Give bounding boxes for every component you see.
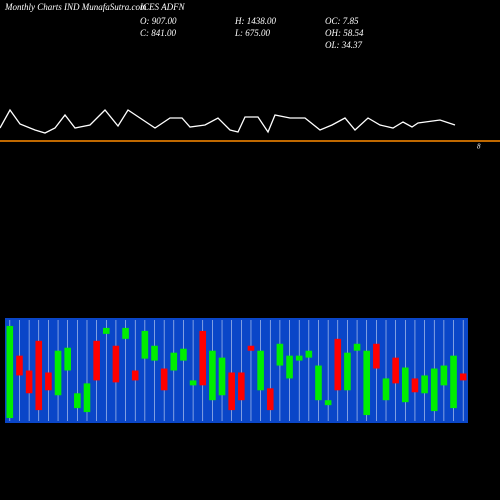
candle-body (295, 355, 303, 361)
candle-body (402, 367, 409, 403)
candle-body (276, 343, 284, 366)
candle-body (440, 365, 448, 386)
candle-body (122, 327, 129, 339)
candle-body (266, 388, 274, 411)
candle-body (373, 343, 380, 369)
candle-body (102, 327, 110, 334)
candle-body (324, 400, 332, 406)
candle-body (257, 350, 264, 391)
annotation: 8 (477, 143, 481, 151)
candle-body (353, 343, 361, 351)
candle-body (430, 368, 438, 412)
candle-body (189, 380, 197, 386)
candle-body (238, 372, 245, 401)
candle-body (151, 345, 158, 361)
candle-body (459, 373, 467, 381)
candle-body (209, 350, 216, 401)
candle-body (363, 350, 371, 416)
oh-label: OH: 58.54 (325, 28, 364, 38)
price-line (0, 108, 456, 134)
candle-body (74, 393, 81, 409)
candle-body (315, 365, 322, 401)
candle-body (286, 355, 293, 379)
site-title: Monthly Charts IND MunafaSutra.com (4, 2, 147, 12)
candle-body (25, 370, 33, 394)
close-label: C: 841.00 (140, 28, 177, 38)
candle-body (160, 368, 168, 391)
candle-body (45, 372, 52, 391)
candle-body (170, 352, 178, 371)
candle-body (112, 345, 120, 383)
symbol: ICES ADFN (139, 2, 186, 12)
open-label: O: 907.00 (140, 16, 177, 26)
candle-body (450, 355, 457, 409)
candle-body (421, 375, 428, 394)
candle-body (247, 345, 255, 351)
candle-body (83, 383, 91, 413)
candle-body (54, 350, 62, 396)
candle-body (382, 378, 390, 401)
candle-body (411, 378, 419, 393)
candle-body (131, 370, 139, 381)
oc-label: OC: 7.85 (325, 16, 359, 26)
candle-body (16, 355, 23, 376)
candle-body (141, 330, 149, 359)
low-label: L: 675.00 (234, 28, 271, 38)
candle-body (64, 347, 71, 371)
candle-body (218, 357, 226, 396)
candle-body (199, 330, 207, 386)
candle-body (35, 340, 43, 411)
candle-body (305, 350, 313, 358)
candle-body (228, 372, 235, 411)
panel (5, 318, 468, 423)
high-label: H: 1438.00 (234, 16, 276, 26)
candle-body (93, 340, 100, 381)
candle-body (180, 348, 187, 361)
candle-body (334, 338, 342, 391)
candle-body (344, 352, 351, 391)
candle-body (392, 357, 399, 384)
candle-body (6, 325, 14, 419)
ol-label: OL: 34.37 (325, 40, 363, 50)
